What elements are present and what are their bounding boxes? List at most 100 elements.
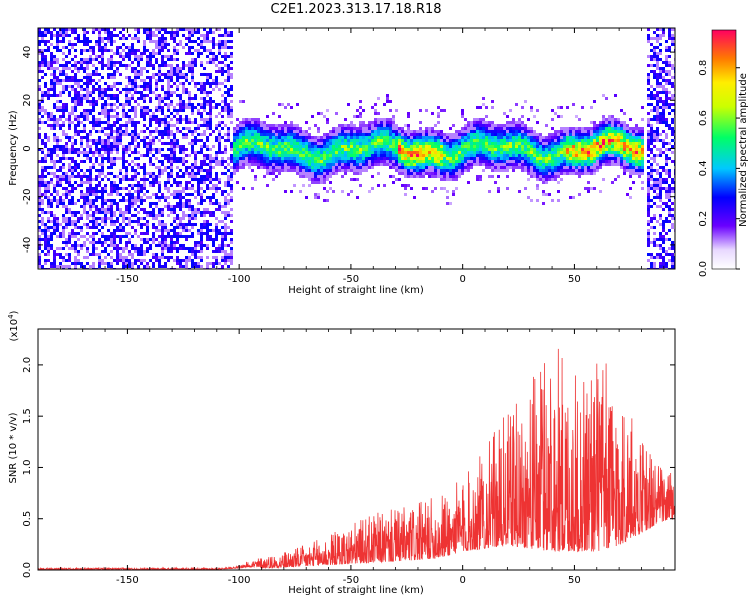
spectrogram-cell [233, 151, 236, 154]
spectrogram-cell [461, 142, 464, 145]
spectrogram-cell [173, 217, 176, 220]
spectrogram-cell [476, 124, 479, 127]
spectrogram-cell [62, 73, 65, 76]
spectrogram-cell [56, 220, 59, 223]
spectrogram-cell [188, 70, 191, 73]
spectrogram-cell [74, 37, 77, 40]
spectrogram-cell [224, 202, 227, 205]
spectrogram-cell [65, 226, 68, 229]
spectrogram-cell [320, 163, 323, 166]
spectrogram-cell [86, 214, 89, 217]
spectrogram-cell [500, 124, 503, 127]
spectrogram-cell [170, 91, 173, 94]
spectrogram-cell [107, 235, 110, 238]
spectrogram-cell [92, 58, 95, 61]
spectrogram-cell [173, 106, 176, 109]
spectrogram-cell [260, 160, 263, 163]
spectrogram-cell [161, 154, 164, 157]
spectrogram-cell [290, 148, 293, 151]
spectrogram-cell [236, 160, 239, 163]
spectrogram-cell [134, 151, 137, 154]
spectrogram-cell [170, 37, 173, 40]
spectrogram-cell [215, 154, 218, 157]
spectrogram-cell [92, 235, 95, 238]
spectrogram-cell [431, 127, 434, 130]
spectrogram-cell [482, 151, 485, 154]
spectrogram-cell [77, 85, 80, 88]
spectrogram-cell [371, 187, 374, 190]
spectrogram-cell [503, 169, 506, 172]
spectrogram-cell [332, 190, 335, 193]
spectrogram-cell [80, 136, 83, 139]
spectrogram-cell [221, 172, 224, 175]
spectrogram-cell [194, 154, 197, 157]
spectrogram-cell [185, 247, 188, 250]
spectrogram-cell [101, 244, 104, 247]
spectrogram-cell [383, 154, 386, 157]
spectrogram-cell [68, 166, 71, 169]
spectrogram-cell [107, 124, 110, 127]
spectrogram-cell [86, 232, 89, 235]
spectrogram-cell [92, 202, 95, 205]
spectrogram-cell [53, 259, 56, 262]
spectrogram-cell [122, 187, 125, 190]
spectrogram-cell [113, 160, 116, 163]
spectrogram-cell [179, 82, 182, 85]
spectrogram-cell [86, 37, 89, 40]
spectrogram-cell [446, 178, 449, 181]
spectrogram-cell [110, 160, 113, 163]
spectrogram-cell [128, 202, 131, 205]
spectrogram-cell [200, 46, 203, 49]
spectrogram-cell [176, 256, 179, 259]
spectrogram-cell [284, 157, 287, 160]
spectrogram-cell [230, 142, 233, 145]
spectrogram-cell [521, 142, 524, 145]
spectrogram-cell [323, 199, 326, 202]
spectrogram-cell [101, 172, 104, 175]
spectrogram-cell [215, 259, 218, 262]
spectrogram-cell [62, 241, 65, 244]
spectrogram-cell [65, 73, 68, 76]
spectrogram-cell [197, 103, 200, 106]
spectrogram-cell [185, 28, 188, 31]
spectrogram-cell [107, 133, 110, 136]
spectrogram-cell [116, 190, 119, 193]
spectrogram-cell [230, 229, 233, 232]
spectrogram-cell [464, 133, 467, 136]
spectrogram-cell [197, 88, 200, 91]
spectrogram-cell [125, 97, 128, 100]
spectrogram-cell [320, 172, 323, 175]
spectrogram-cell [209, 223, 212, 226]
spectrogram-cell [407, 124, 410, 127]
spectrogram-cell [71, 88, 74, 91]
spectrogram-cell [281, 163, 284, 166]
spectrogram-cell [257, 118, 260, 121]
spectrogram-cell [191, 70, 194, 73]
spectrogram-cell [104, 202, 107, 205]
spectrogram-cell [38, 64, 41, 67]
spectrogram-cell [182, 196, 185, 199]
spectrogram-cell [134, 55, 137, 58]
spectrogram-cell [206, 220, 209, 223]
spectrogram-cell [374, 130, 377, 133]
spectrogram-cell [197, 190, 200, 193]
spectrogram-cell [41, 217, 44, 220]
spectrogram-cell [128, 223, 131, 226]
spectrogram-cell [245, 124, 248, 127]
spectrogram-cell [545, 172, 548, 175]
spectrogram-cell [293, 169, 296, 172]
spectrogram-cell [407, 148, 410, 151]
spectrogram-cell [368, 139, 371, 142]
spectrogram-cell [188, 31, 191, 34]
spectrogram-cell [248, 124, 251, 127]
spectrogram-cell [200, 118, 203, 121]
spectrogram-cell [221, 82, 224, 85]
spectrogram-cell [443, 145, 446, 148]
spectrogram-cell [524, 154, 527, 157]
spectrogram-cell [230, 232, 233, 235]
spectrogram-cell [293, 166, 296, 169]
spectrogram-cell [140, 223, 143, 226]
spectrogram-cell [401, 157, 404, 160]
spectrogram-cell [110, 106, 113, 109]
spectrogram-cell [143, 85, 146, 88]
